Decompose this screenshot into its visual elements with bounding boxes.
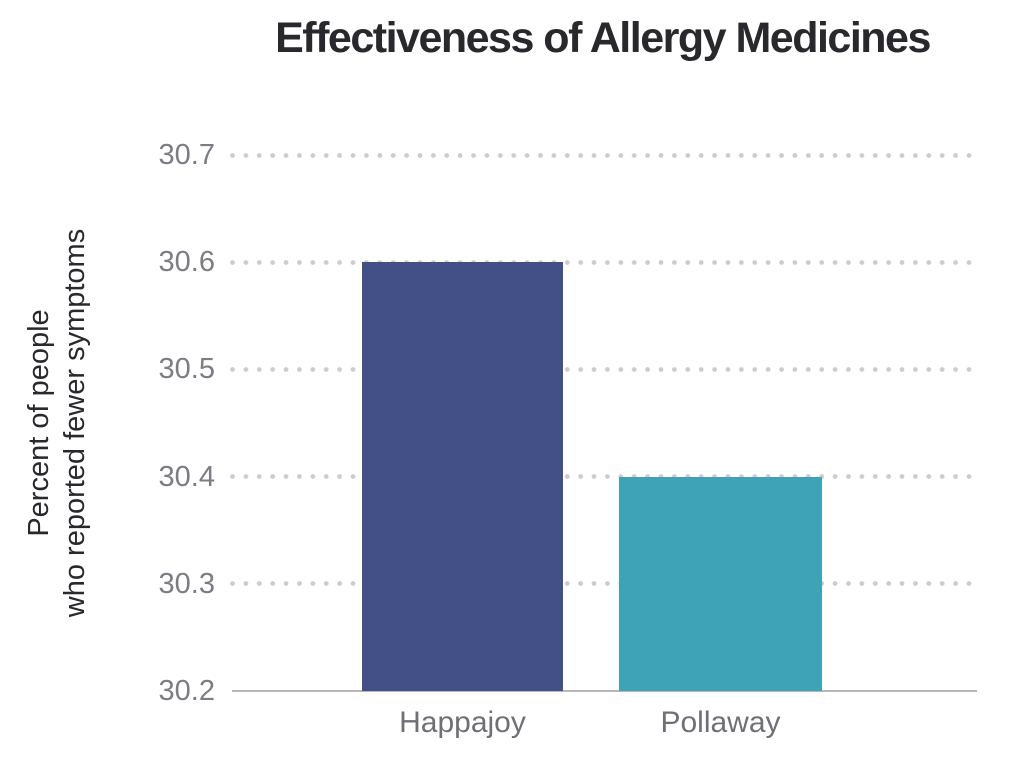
gridline-30.6 — [230, 259, 975, 265]
y-axis-title-line-2: who reported fewer symptoms — [59, 228, 91, 618]
y-tick-label-30.6: 30.6 — [158, 246, 215, 279]
category-label-happajoy: Happajoy — [399, 706, 526, 739]
y-axis-title-line-1: Percent of people — [23, 309, 55, 537]
chart-title: Effectiveness of Allergy Medicines — [275, 14, 931, 62]
category-label-pollaway: Pollaway — [660, 706, 781, 739]
gridline-30.5 — [230, 366, 975, 372]
y-tick-label-30.2: 30.2 — [158, 675, 215, 707]
bar-happajoy — [362, 262, 563, 691]
y-axis-title: Percent of people who reported fewer sym… — [21, 229, 93, 617]
gridline-30.7 — [230, 152, 975, 158]
x-axis-line — [232, 690, 977, 692]
y-tick-label-30.3: 30.3 — [158, 567, 215, 600]
gridline-30.3 — [230, 581, 975, 587]
y-tick-label-30.4: 30.4 — [158, 460, 215, 493]
y-tick-label-30.5: 30.5 — [158, 353, 215, 386]
gridline-30.4 — [230, 474, 975, 480]
y-tick-label-30.7: 30.7 — [158, 139, 215, 171]
bar-pollaway — [619, 476, 822, 691]
